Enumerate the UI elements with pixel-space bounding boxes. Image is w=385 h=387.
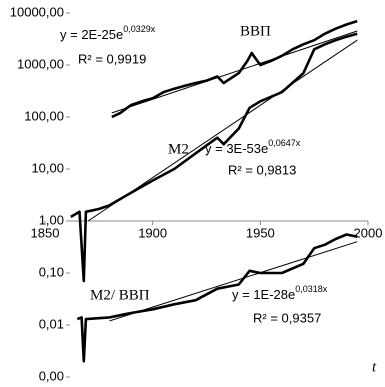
r-squared: R² = 0,9919 (78, 51, 146, 66)
series-line (70, 32, 358, 283)
series-label: M2/ ВВП (90, 287, 150, 303)
trend-equation: y = 3E-53e0,0647x (205, 138, 301, 156)
y-tick-label: 10,00 (31, 160, 64, 175)
trend-equation: y = 2E-25e0,0329x (60, 24, 156, 42)
r-squared: R² = 0,9357 (253, 310, 321, 325)
y-tick-label: 100,00 (24, 108, 64, 123)
trend-equation: y = 1E-28e0,0318x (232, 284, 328, 302)
x-tick-label: 1950 (246, 225, 275, 240)
equation-base: y = 1E-28e (232, 287, 295, 302)
equation-base: y = 2E-25e (60, 27, 123, 42)
y-tick-label: 1000,00 (17, 56, 64, 71)
y-tick-label: 10000,00 (10, 4, 64, 19)
equation-exponent: 0,0647x (268, 138, 301, 148)
series-label: M2 (168, 141, 189, 157)
y-tick-label: 0,01 (39, 316, 64, 331)
x-tick-label: 1850 (31, 225, 60, 240)
equation-exponent: 0,0329x (123, 24, 156, 34)
x-tick-label: 2000 (354, 225, 383, 240)
series-line (76, 233, 358, 363)
trend-line (87, 39, 358, 222)
equation-exponent: 0,0318x (295, 284, 328, 294)
x-axis-label: t (372, 359, 377, 375)
y-tick-label: 0,10 (39, 264, 64, 279)
trend-line (109, 241, 358, 322)
x-tick-label: 1900 (138, 225, 167, 240)
r-squared: R² = 0,9813 (228, 162, 296, 177)
series-label: ВВП (240, 23, 271, 39)
y-tick-label: 0,00 (39, 368, 64, 383)
series-line (111, 19, 358, 119)
trend-line (111, 30, 358, 114)
equation-base: y = 3E-53e (205, 141, 268, 156)
